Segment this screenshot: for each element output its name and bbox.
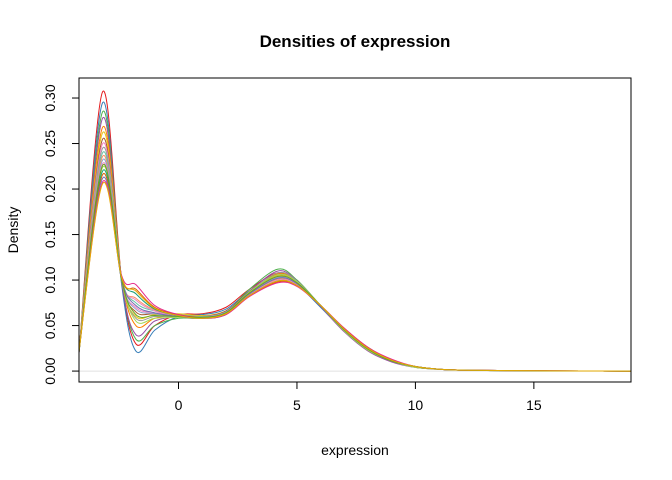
x-tick-label: 0 [175, 397, 183, 413]
y-tick-label: 0.05 [42, 312, 58, 339]
plot-box [78, 77, 632, 383]
density-line-20 [78, 182, 632, 372]
y-tick-label: 0.20 [42, 175, 58, 202]
y-tick-label: 0.10 [42, 266, 58, 293]
x-tick-label: 5 [293, 397, 301, 413]
y-tick-label: 0.30 [42, 84, 58, 111]
x-axis-label: expression [321, 442, 389, 458]
chart-title: Densities of expression [260, 32, 451, 51]
x-tick-label: 10 [408, 397, 424, 413]
series-layer [78, 90, 632, 372]
y-tick-label: 0.25 [42, 130, 58, 157]
y-tick-label: 0.00 [42, 357, 58, 384]
x-tick-label: 15 [526, 397, 542, 413]
axes-layer: 0 5 10 15 0.00 0.05 0.10 0.15 0.20 0.25 0.30 [42, 84, 542, 413]
y-axis-label: Density [5, 207, 21, 254]
y-tick-label: 0.15 [42, 221, 58, 248]
